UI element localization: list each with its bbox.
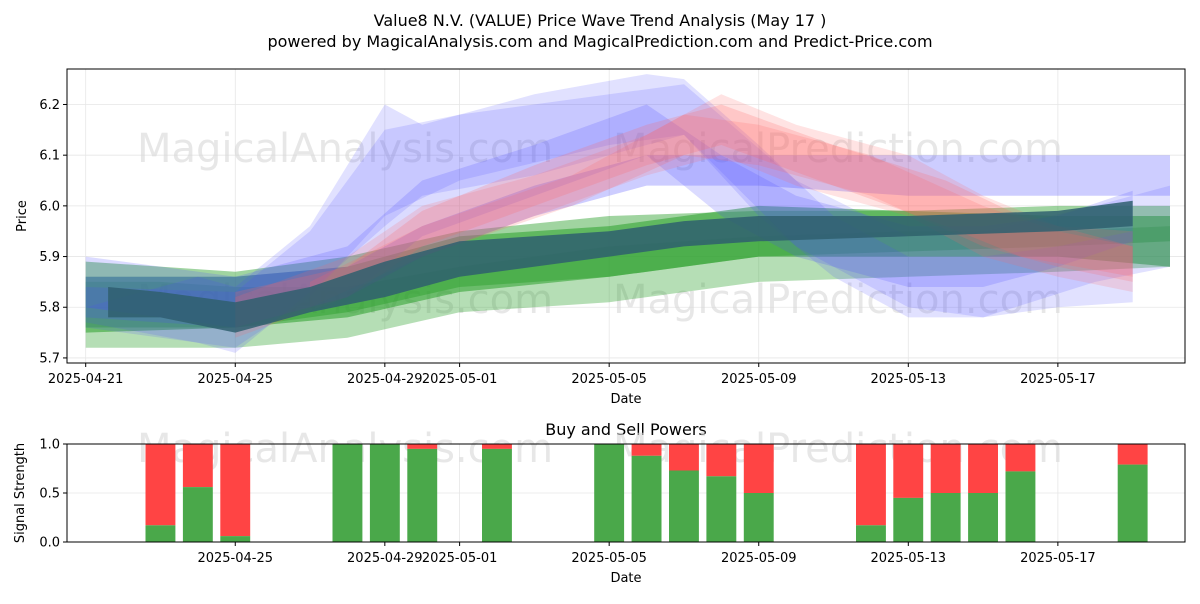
signal-axes: 2025-04-25 2025-04-29 2025-05-01 2025-05-05… [39, 438, 1095, 567]
price-x-tick-label: 2025-05-01 [422, 372, 498, 387]
price-y-tick-label: 6.0 [39, 199, 60, 214]
signal-y-tick-label: 0.0 [39, 536, 60, 551]
signal-x-tick-label: 2025-05-01 [422, 551, 498, 566]
buy-power-bar [743, 493, 774, 542]
sell-power-bar [856, 444, 886, 526]
price-plot-frame [66, 68, 1186, 364]
buy-power-bar [893, 497, 924, 542]
chart-title: Value8 N.V. (VALUE) Price Wave Trend Ana… [374, 11, 827, 30]
signal-x-tick-label: 2025-05-13 [871, 551, 947, 566]
price-x-tick-label: 2025-05-13 [871, 372, 947, 387]
sell-power-bar [145, 444, 176, 526]
signal-x-tick-label: 2025-04-29 [347, 551, 423, 566]
price-y-tick-label: 5.7 [39, 351, 60, 366]
buy-power-bar [407, 448, 438, 542]
buy-power-bar [631, 455, 662, 542]
signal-x-tick-label: 2025-05-09 [721, 551, 797, 566]
price-axes: 2025-04-21 2025-04-25 2025-04-29 2025-05-01… [39, 98, 1095, 387]
price-x-tick-label: 2025-04-21 [48, 372, 124, 387]
price-xlabel: Date [610, 392, 641, 407]
buy-sell-title: Buy and Sell Powers [545, 420, 707, 439]
buy-power-bar [968, 493, 998, 542]
sell-power-bar [631, 444, 662, 456]
watermark-2: MagicalPrediction.com [613, 126, 1063, 172]
price-band-blue [85, 104, 1133, 328]
buy-power-bar [332, 444, 363, 542]
buy-power-bar [1117, 464, 1148, 542]
price-y-tick-label: 5.8 [39, 301, 60, 316]
chart-subtitle: powered by MagicalAnalysis.com and Magic… [267, 32, 932, 51]
price-x-tick-label: 2025-05-05 [571, 372, 647, 387]
sell-power-bar [182, 444, 213, 488]
buy-power-bar [594, 444, 625, 542]
sell-power-bar [706, 444, 737, 477]
signal-x-tick-label: 2025-04-25 [197, 551, 273, 566]
price-y-tick-label: 6.1 [39, 149, 60, 164]
buy-power-bar [930, 493, 961, 542]
buy-sell-chart: Buy and Sell Powers MagicalAnalysis.com … [13, 420, 1186, 586]
price-bands [85, 74, 1171, 353]
price-x-tick-label: 2025-05-09 [721, 372, 797, 387]
price-y-tick-label: 6.2 [39, 98, 60, 113]
sell-power-bar [968, 444, 998, 493]
signal-x-tick-label: 2025-05-05 [571, 551, 647, 566]
buy-power-bar [482, 448, 512, 542]
buy-power-bar [1005, 471, 1036, 542]
buy-power-bar [369, 444, 400, 542]
sell-power-bar [930, 444, 961, 493]
watermark-1: MagicalAnalysis.com [137, 126, 553, 172]
signal-y-tick-label: 1.0 [39, 438, 60, 453]
price-ylabel: Price [15, 200, 30, 232]
sell-power-bar [407, 444, 438, 449]
price-band-dark [108, 200, 1133, 333]
signal-xlabel: Date [610, 571, 641, 586]
buy-power-bar [856, 525, 886, 542]
signal-bars [145, 444, 1148, 542]
sell-power-bar [1117, 444, 1148, 465]
sell-power-bar [482, 444, 512, 449]
buy-power-bar [706, 476, 737, 542]
sell-power-bar [220, 444, 251, 537]
sell-power-bar [893, 444, 924, 498]
sell-power-bar [743, 444, 774, 493]
buy-power-bar [182, 487, 213, 542]
price-band-red [310, 114, 1133, 308]
price-x-tick-label: 2025-04-25 [197, 372, 273, 387]
sell-power-bar [1005, 444, 1036, 472]
price-band-blue [85, 74, 1133, 353]
watermark-4: MagicalPrediction.com [613, 277, 1063, 323]
buy-power-bar [220, 536, 251, 542]
price-x-tick-label: 2025-04-29 [347, 372, 423, 387]
buy-power-bar [669, 470, 699, 542]
signal-y-tick-label: 0.5 [39, 487, 60, 502]
sell-power-bar [669, 444, 699, 471]
price-y-tick-label: 5.9 [39, 250, 60, 265]
price-x-tick-label: 2025-05-17 [1020, 372, 1096, 387]
signal-ylabel: Signal Strength [13, 443, 28, 543]
buy-power-bar [145, 525, 176, 542]
price-wave-chart: MagicalAnalysis.com MagicalPrediction.co… [15, 68, 1186, 407]
signal-x-tick-label: 2025-05-17 [1020, 551, 1096, 566]
price-band-blue [85, 84, 1171, 348]
